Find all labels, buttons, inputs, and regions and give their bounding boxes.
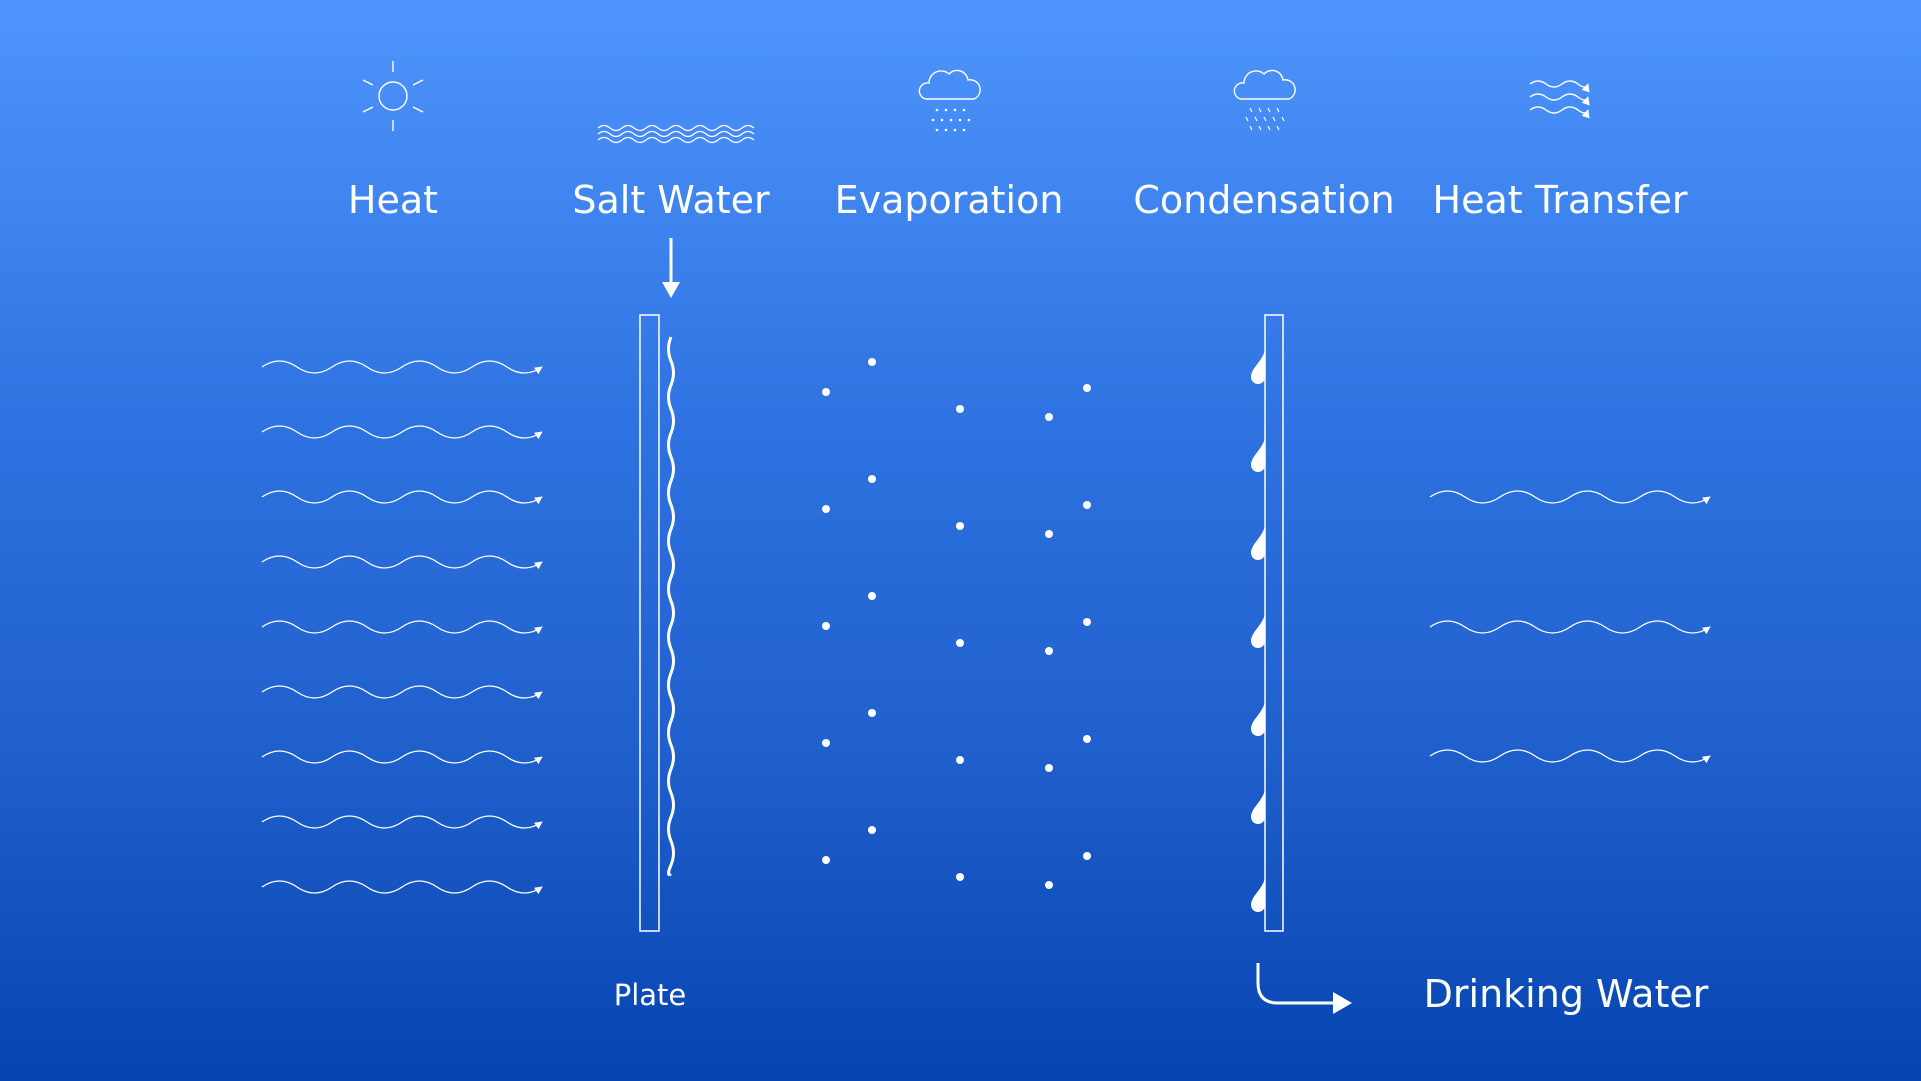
cloud-rain-icon bbox=[1233, 69, 1296, 131]
vapor-particle bbox=[1083, 618, 1091, 626]
salt-water-inlet-arrow bbox=[662, 238, 680, 298]
vapor-particle bbox=[956, 639, 964, 647]
condenser-plate bbox=[1251, 314, 1284, 932]
sun-icon bbox=[362, 61, 424, 131]
vapor-particle bbox=[956, 405, 964, 413]
waves-icon bbox=[597, 124, 755, 144]
water-droplet bbox=[1251, 438, 1265, 472]
salt-water-film bbox=[667, 336, 675, 877]
vapor-particle bbox=[868, 826, 876, 834]
water-droplet bbox=[1251, 614, 1265, 648]
water-droplet bbox=[1251, 350, 1265, 384]
heat-wave bbox=[261, 620, 543, 635]
heat-wave bbox=[261, 490, 543, 505]
heat-wave bbox=[261, 555, 543, 570]
heat-wave bbox=[261, 425, 543, 440]
vapor-particles bbox=[822, 358, 1091, 889]
plate-label: Plate bbox=[613, 978, 687, 1012]
heading-condensation: Condensation bbox=[1133, 178, 1395, 222]
vapor-particle bbox=[1083, 735, 1091, 743]
vapor-particle bbox=[868, 709, 876, 717]
vapor-particle bbox=[1045, 413, 1053, 421]
vapor-particle bbox=[956, 756, 964, 764]
vapor-particle bbox=[1083, 501, 1091, 509]
heading-salt-water: Salt Water bbox=[572, 178, 770, 222]
vapor-particle bbox=[1045, 764, 1053, 772]
heat-wave bbox=[261, 685, 543, 700]
heading-heat-transfer: Heat Transfer bbox=[1432, 178, 1688, 222]
vapor-particle bbox=[956, 873, 964, 881]
vapor-particle bbox=[868, 358, 876, 366]
heat-wave bbox=[261, 360, 543, 375]
heat-wave bbox=[261, 815, 543, 830]
heat-transfer-wave bbox=[1429, 490, 1711, 505]
drinking-water-outlet-arrow bbox=[1256, 963, 1352, 1014]
drinking-water-label: Drinking Water bbox=[1423, 972, 1709, 1016]
water-droplet bbox=[1251, 790, 1265, 824]
heat-transfer-wave bbox=[1429, 749, 1711, 764]
vapor-particle bbox=[1083, 384, 1091, 392]
heat-waves bbox=[261, 360, 543, 895]
vapor-particle bbox=[822, 856, 830, 864]
heat-transfer-wave bbox=[1429, 620, 1711, 635]
heat-wave bbox=[261, 750, 543, 765]
wind-arrows-icon bbox=[1529, 80, 1590, 119]
vapor-particle bbox=[1045, 881, 1053, 889]
water-droplet bbox=[1251, 878, 1265, 912]
vapor-particle bbox=[822, 622, 830, 630]
heat-wave bbox=[261, 880, 543, 895]
vapor-particle bbox=[1045, 530, 1053, 538]
vapor-particle bbox=[822, 505, 830, 513]
plate bbox=[639, 314, 675, 932]
vapor-particle bbox=[1083, 852, 1091, 860]
vapor-particle bbox=[956, 522, 964, 530]
vapor-particle bbox=[822, 388, 830, 396]
vapor-particle bbox=[868, 475, 876, 483]
vapor-particle bbox=[868, 592, 876, 600]
cloud-mist-icon bbox=[918, 69, 981, 132]
vapor-particle bbox=[1045, 647, 1053, 655]
heat-transfer-waves bbox=[1429, 490, 1711, 764]
heading-evaporation: Evaporation bbox=[834, 178, 1064, 222]
water-droplet bbox=[1251, 702, 1265, 736]
vapor-particle bbox=[822, 739, 830, 747]
water-droplet bbox=[1251, 526, 1265, 560]
heading-heat: Heat bbox=[347, 178, 439, 222]
